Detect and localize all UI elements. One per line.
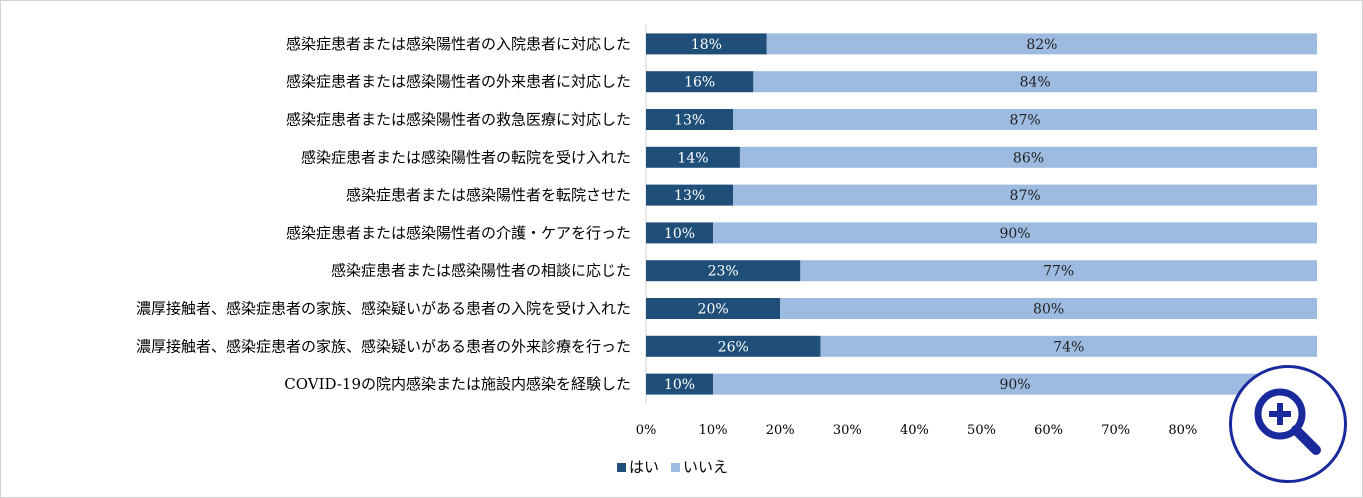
x-tick-label: 20%: [766, 423, 795, 438]
bar-yes: [646, 109, 734, 130]
x-tick-label: 40%: [900, 423, 929, 438]
category-label: 感染症患者または感染陽性者の外来患者に対応した: [286, 73, 631, 91]
bar-no: [780, 298, 1317, 319]
data-label-yes: 23%: [708, 264, 739, 280]
zoom-in-magnifier-icon: [1254, 388, 1321, 455]
category-label: 感染症患者または感染陽性者を転院させた: [346, 186, 631, 204]
x-tick-label: 70%: [1101, 423, 1130, 438]
data-label-yes: 13%: [674, 188, 705, 204]
data-label-no: 80%: [1033, 302, 1064, 318]
zoom-in-button[interactable]: [1229, 365, 1347, 483]
bar-yes: [646, 298, 781, 319]
category-label: COVID-19の院内感染または施設内感染を経験した: [284, 375, 631, 393]
x-tick-label: 10%: [699, 423, 728, 438]
x-tick-label: 60%: [1034, 423, 1063, 438]
data-label-no: 87%: [1010, 188, 1041, 204]
bar-no: [766, 33, 1317, 55]
data-label-no: 87%: [1010, 113, 1041, 129]
legend-swatch-yes: [617, 463, 626, 472]
x-tick-label: 50%: [967, 423, 996, 438]
bar-yes: [646, 373, 714, 395]
data-label-yes: 20%: [698, 302, 729, 318]
data-label-yes: 26%: [718, 339, 749, 355]
data-label-no: 90%: [999, 226, 1030, 242]
bar-no: [733, 184, 1317, 206]
x-tick-label: 30%: [833, 423, 862, 438]
category-label: 感染症患者または感染陽性者の入院患者に対応した: [286, 35, 631, 53]
x-tick-label: 0%: [636, 423, 657, 438]
bar-yes: [646, 335, 821, 357]
bar-no: [820, 335, 1317, 357]
legend-label-no: いいえ: [683, 458, 728, 476]
data-label-yes: 18%: [691, 37, 722, 53]
data-label-yes: 14%: [677, 150, 708, 166]
category-label: 感染症患者または感染陽性者の相談に応じた: [331, 262, 631, 280]
bar-no: [713, 373, 1317, 395]
bar-no: [800, 260, 1317, 282]
category-label: 感染症患者または感染陽性者の転院を受け入れた: [301, 148, 631, 166]
data-label-no: 90%: [999, 377, 1030, 393]
bar-no: [713, 222, 1317, 244]
data-label-yes: 10%: [664, 226, 695, 242]
bar-no: [733, 109, 1317, 130]
bar-yes: [646, 33, 767, 55]
data-label-no: 84%: [1020, 75, 1051, 91]
legend-label-yes: はい: [629, 458, 659, 476]
category-label: 感染症患者または感染陽性者の救急医療に対応した: [286, 111, 631, 129]
data-label-yes: 13%: [674, 113, 705, 129]
legend-swatch-no: [671, 463, 680, 472]
data-label-no: 82%: [1026, 37, 1057, 53]
bar-no: [739, 146, 1317, 168]
bar-yes: [646, 71, 754, 93]
category-label: 濃厚接触者、感染症患者の家族、感染疑いがある患者の入院を受け入れた: [136, 300, 631, 318]
category-label: 濃厚接触者、感染症患者の家族、感染疑いがある患者の外来診療を行った: [136, 337, 631, 355]
data-label-yes: 10%: [664, 377, 695, 393]
bar-no: [753, 71, 1317, 93]
x-tick-label: 80%: [1168, 423, 1197, 438]
bar-yes: [646, 184, 734, 206]
category-label: 感染症患者または感染陽性者の介護・ケアを行った: [286, 224, 631, 242]
bar-yes: [646, 222, 714, 244]
data-label-yes: 16%: [684, 75, 715, 91]
bar-yes: [646, 146, 740, 168]
data-label-no: 74%: [1053, 339, 1084, 355]
bar-yes: [646, 260, 801, 282]
data-label-no: 77%: [1043, 264, 1074, 280]
data-label-no: 86%: [1013, 150, 1044, 166]
